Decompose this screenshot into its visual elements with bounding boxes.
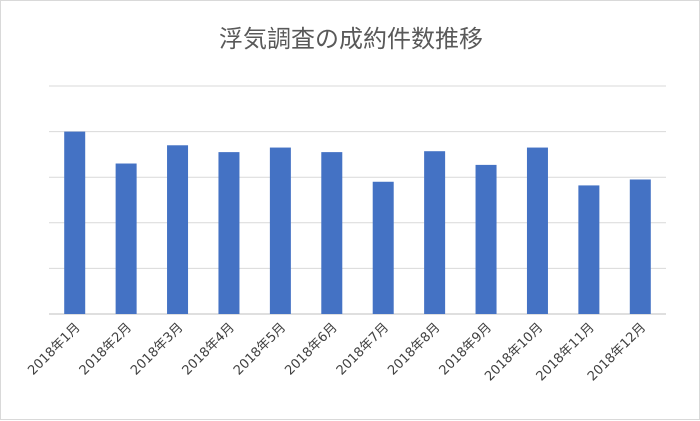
bar — [167, 145, 189, 314]
x-tick-label: 2018年7月 — [334, 320, 392, 378]
x-tick-label: 2018年6月 — [282, 320, 340, 378]
x-tick-label: 2018年1月 — [25, 320, 83, 378]
bar — [526, 147, 548, 314]
gridlines — [49, 85, 666, 315]
x-tick-label: 2018年2月 — [77, 320, 135, 378]
bar — [64, 131, 86, 314]
bar — [578, 185, 600, 314]
chart-title: 浮気調査の成約件数推移 — [219, 25, 483, 53]
x-tick-label: 2018年4月 — [180, 320, 238, 378]
bar — [269, 147, 291, 314]
bar — [321, 152, 343, 314]
x-tick-label: 2018年3月 — [128, 320, 186, 378]
x-tick-label: 2018年5月 — [231, 320, 289, 378]
bar — [115, 163, 137, 314]
bars — [64, 131, 651, 314]
bar — [475, 164, 497, 314]
bar — [424, 151, 446, 314]
x-tick-labels: 2018年1月2018年2月2018年3月2018年4月2018年5月2018年… — [25, 320, 649, 384]
bar — [372, 181, 394, 314]
bar — [218, 152, 240, 314]
x-tick-label: 2018年8月 — [385, 320, 443, 378]
bar — [629, 179, 651, 314]
